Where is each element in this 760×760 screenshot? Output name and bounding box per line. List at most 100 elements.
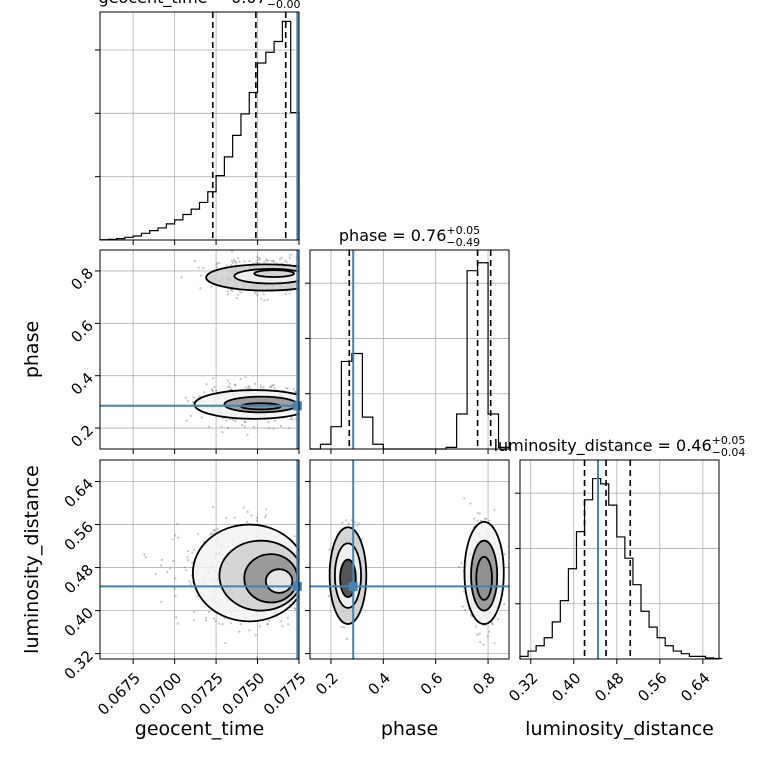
time-ld-sample-point — [221, 623, 224, 626]
time-ld-sample-point — [250, 514, 253, 517]
time-phase-sample-point — [226, 264, 229, 267]
time-ld-sample-point — [186, 549, 189, 553]
time-phase-sample-point — [239, 377, 242, 380]
time-ld-sample-point — [238, 630, 241, 633]
time-ld-sample-point — [233, 516, 236, 520]
phase-ld-sample-point — [463, 590, 466, 593]
time-phase-sample-point — [265, 258, 268, 261]
phase-ld-sample-point — [463, 608, 466, 611]
time-ld-sample-point — [187, 559, 190, 562]
time-ld-sample-point — [168, 567, 171, 570]
ld-y-ytick-label-2: 0.48 — [61, 561, 97, 597]
time-ld-sample-point — [192, 619, 195, 622]
time-phase-sample-point — [272, 259, 275, 262]
ld-y-ytick-label-0: 0.32 — [61, 647, 97, 683]
phase-x-xtick-label-1: 0.4 — [364, 669, 394, 699]
time-ld-sample-point — [224, 642, 227, 645]
time-phase-sample-point — [302, 403, 304, 405]
time-phase-sample-point — [267, 259, 270, 262]
time-phase-sample-point — [226, 426, 229, 429]
time-phase-sample-point — [272, 427, 275, 430]
time-ld-sample-point — [293, 535, 296, 538]
time-ld-truth-marker — [292, 581, 302, 591]
time-phase-contours — [193, 263, 299, 420]
luminosity_distance-title: luminosity_distance = 0.46+0.05 −0.04 — [494, 434, 746, 459]
time-phase-sample-point — [294, 391, 297, 394]
phase-ld-sample-point — [503, 602, 506, 606]
ld-y-ytick-label-3: 0.56 — [61, 518, 97, 554]
time-phase-sample-point — [218, 262, 221, 265]
time-ld-sample-point — [306, 603, 308, 605]
time-ld-sample-point — [266, 622, 270, 626]
time-ld-sample-point — [268, 619, 271, 622]
time-phase-sample-point — [254, 292, 257, 295]
time-phase-sample-point — [247, 385, 250, 388]
time-phase-sample-point — [240, 291, 243, 294]
time-ld-sample-point — [266, 623, 269, 626]
time-phase-sample-point — [229, 288, 233, 292]
time-phase-sample-point — [221, 431, 224, 434]
ld-y-ytick-label-1: 0.40 — [61, 604, 97, 640]
time-phase-sample-point — [244, 386, 247, 389]
time-phase-sample-point — [311, 290, 313, 292]
time-ld-sample-point — [384, 573, 386, 575]
phase-ld-contour-0 — [339, 558, 357, 599]
time-ld-contours — [191, 523, 299, 623]
time-ld-frame — [99, 459, 300, 660]
time-ld-sample-point — [213, 529, 216, 532]
time-phase-sample-point — [317, 276, 319, 278]
time-phase-sample-point — [271, 384, 274, 387]
time-phase-sample-point — [213, 386, 216, 389]
phase-ld-sample-point — [478, 512, 481, 515]
time-phase-sample-point — [278, 258, 282, 261]
time-phase-sample-point — [312, 391, 314, 393]
time-ld-sample-point — [172, 559, 175, 563]
time-ld-sample-point — [300, 567, 302, 569]
phase-x-xtick-label-0: 0.2 — [312, 669, 342, 699]
time-phase-sample-point — [232, 418, 235, 421]
time-phase-sample-point — [231, 289, 234, 292]
time-ld-sample-point — [300, 592, 302, 594]
time-phase-sample-point — [301, 391, 303, 393]
phase-ld-sample-point — [357, 522, 360, 525]
time-phase-sample-point — [255, 261, 258, 264]
time-phase-sample-point — [285, 386, 288, 389]
phase-hist-frame — [309, 249, 510, 450]
time-phase-sample-point — [230, 388, 233, 391]
time-ld-sample-point — [303, 603, 305, 605]
time-phase-sample-point — [230, 263, 233, 267]
time-phase-sample-point — [300, 275, 302, 277]
time-ld-sample-point — [242, 506, 245, 509]
time-ld-sample-point — [176, 522, 179, 525]
time-phase-sample-point — [304, 404, 306, 406]
time-ld-sample-point — [301, 594, 303, 596]
time-phase-frame — [99, 249, 300, 450]
time-ld-sample-point — [143, 553, 146, 556]
time-phase-sample-point — [228, 418, 231, 421]
phase-ld-sample-point — [360, 538, 363, 541]
time-ld-sample-point — [174, 577, 177, 580]
time-ld-sample-point — [184, 569, 188, 572]
time-phase-sample-point — [321, 276, 323, 278]
time-ld-sample-point — [300, 570, 302, 572]
time-phase-sample-point — [208, 425, 211, 428]
time-phase-sample-point — [225, 419, 228, 422]
time-ld-sample-point — [186, 556, 189, 559]
time-phase-sample-point — [312, 264, 314, 266]
time-phase-sample-point — [234, 384, 237, 387]
time-phase-sample-point — [311, 266, 313, 268]
time-phase-sample-point — [310, 265, 312, 267]
time-phase-sample-point — [205, 383, 208, 386]
time-ld-sample-point — [301, 530, 303, 532]
time-phase-sample-point — [246, 433, 249, 436]
time-phase-sample-point — [303, 413, 305, 415]
geocent_time-title: geocent_time = 0.07+0.00−0.00 — [99, 0, 301, 11]
time-phase-sample-point — [243, 420, 247, 423]
phase-ld-sample-point — [486, 635, 489, 638]
time-ld-sample-point — [281, 624, 284, 628]
time-phase-sample-point — [288, 292, 291, 295]
time-phase-sample-point — [328, 264, 330, 266]
x-axis-label-geocent-time: geocent_time — [135, 718, 264, 740]
time-phase-sample-point — [279, 424, 283, 428]
phase-ld-sample-point — [488, 630, 491, 633]
